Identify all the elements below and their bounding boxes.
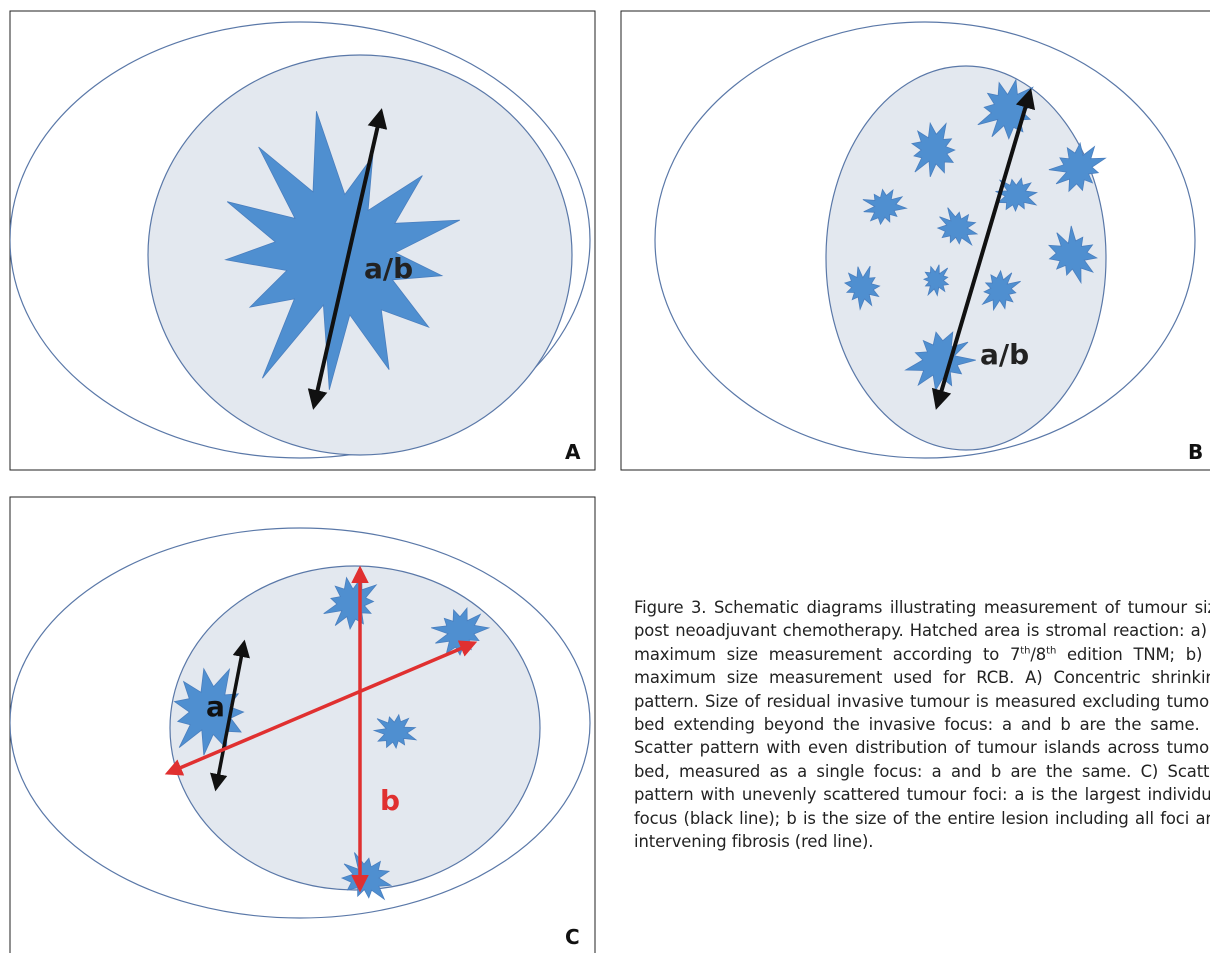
lesion-arrow: [164, 640, 478, 776]
tumour-focus: [843, 265, 881, 311]
panel-c: [10, 527, 591, 919]
measure-arrow: [931, 88, 1036, 410]
caption-sup: th: [1046, 645, 1057, 657]
measure-arrow: [307, 108, 388, 410]
caption-sup: th: [1020, 645, 1031, 657]
tumour-focus: [1048, 141, 1107, 193]
annotation: a: [206, 690, 225, 723]
panel-label: B: [1188, 440, 1203, 464]
caption-text: edition TNM; b) is maximum size measurem…: [634, 644, 1210, 852]
caption-text: /8: [1030, 644, 1047, 664]
caption-text: Figure 3. Schematic diagrams illustratin…: [634, 598, 1210, 664]
figure-caption: Figure 3. Schematic diagrams illustratin…: [634, 596, 1210, 853]
panel-a: [10, 21, 591, 459]
annotation: a/b: [364, 252, 413, 285]
annotation: a/b: [980, 338, 1029, 371]
tumour-focus: [1048, 225, 1098, 285]
panel-label: A: [565, 440, 581, 464]
annotation: b: [380, 784, 400, 817]
panel-b: [654, 21, 1196, 459]
panel-label: C: [565, 925, 580, 949]
tumour-focus: [862, 188, 908, 226]
